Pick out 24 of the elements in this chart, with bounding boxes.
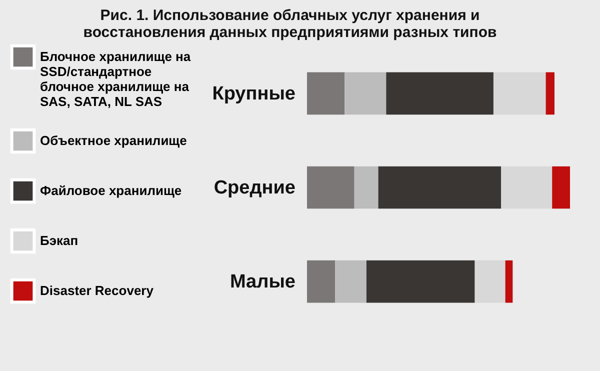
bar [546, 72, 554, 115]
bar [307, 260, 336, 303]
bar [505, 260, 513, 303]
legend-label: Файловое хранилище [40, 183, 182, 198]
legend-label: Бэкап [40, 233, 78, 248]
bar [386, 72, 494, 115]
y-tick-label: Средние [214, 178, 296, 198]
bar [493, 72, 546, 115]
y-tick-label: Малые [230, 272, 296, 293]
legend-label: Disaster Recovery [40, 283, 154, 298]
bar [354, 166, 378, 209]
bar [474, 260, 506, 303]
bar [501, 166, 552, 209]
chart-title: Рис. 1. Использование облачных услуг хранения и восстановления данных предприятиями разных типов [83, 7, 497, 41]
bar [344, 72, 386, 115]
bar [552, 166, 570, 209]
bar [307, 166, 354, 209]
bar [307, 72, 345, 115]
legend-label: Блочное хранилище на SSD/стандартное блочное хранилище на SAS, SATA, NL SAS [40, 49, 192, 109]
bar [378, 166, 502, 209]
y-tick-label: Крупные [212, 83, 296, 104]
bar [366, 260, 475, 303]
bar [335, 260, 366, 303]
legend-label: Объектное хранилище [40, 133, 187, 148]
